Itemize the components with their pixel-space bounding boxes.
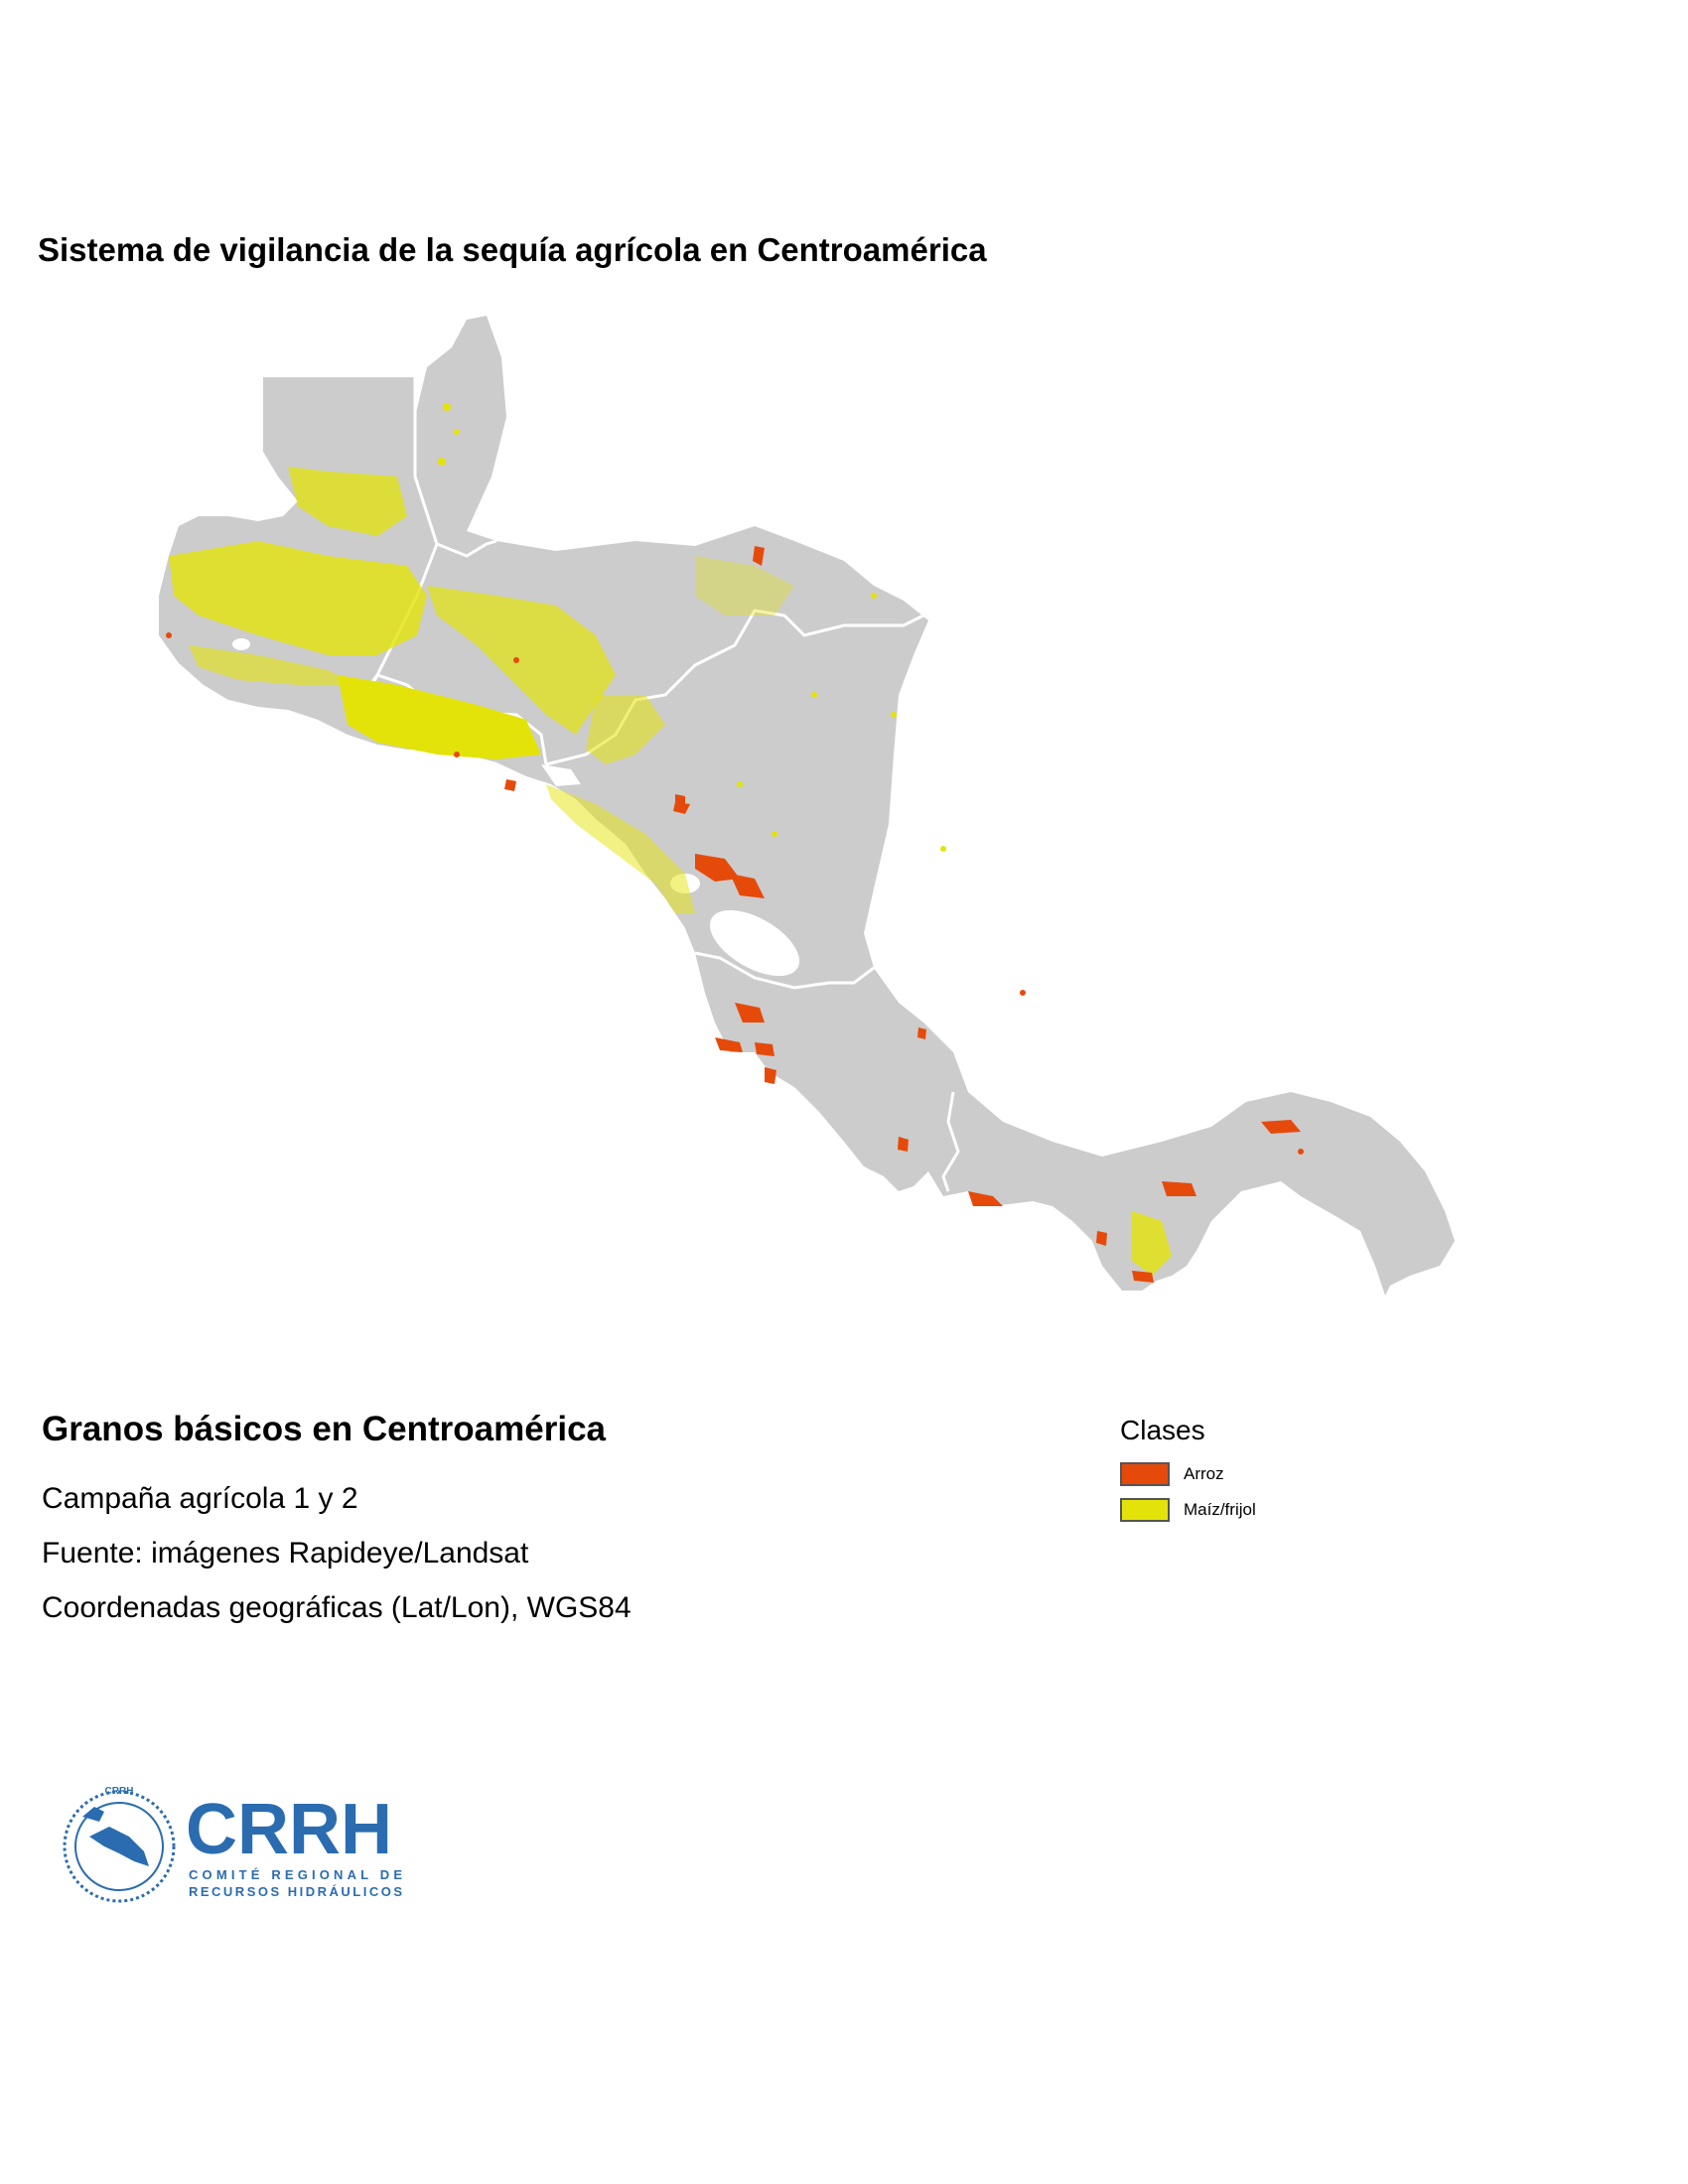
lake-peten: [232, 638, 250, 650]
arroz-patches: [166, 546, 1304, 1283]
campaign-text: Campaña agrícola 1 y 2: [42, 1482, 358, 1515]
logo-line2: RECURSOS HIDRÁULICOS: [189, 1884, 402, 1899]
gulf-fonseca: [541, 764, 581, 786]
legend-label-arroz: Arroz: [1184, 1464, 1224, 1483]
crrh-emblem: CRRH: [63, 1786, 176, 1903]
svg-text:CRRH: CRRH: [105, 1786, 134, 1797]
legend: Clases Arroz Maíz/frijol: [1120, 1415, 1256, 1530]
map-subtitle: Granos básicos en Centroamérica: [42, 1410, 606, 1448]
legend-swatch-maiz-frijol: [1120, 1498, 1170, 1522]
legend-item-arroz: Arroz: [1120, 1458, 1256, 1490]
lake-nicaragua: [709, 909, 800, 977]
map-title: Sistema de vigilancia de la sequía agríc…: [38, 231, 987, 268]
source-text: Fuente: imágenes Rapideye/Landsat: [42, 1537, 529, 1570]
legend-item-maiz-frijol: Maíz/frijol: [1120, 1494, 1256, 1526]
legend-label-maiz-frijol: Maíz/frijol: [1184, 1500, 1256, 1519]
land-mass: [159, 316, 1455, 1296]
coordinates-text: Coordenadas geográficas (Lat/Lon), WGS84: [42, 1591, 632, 1624]
logo-line1: COMITÉ REGIONAL DE: [189, 1867, 402, 1882]
crrh-logo: CRRH CRRH COMITÉ REGIONAL DE RECURSOS HI…: [63, 1786, 402, 1903]
maiz-frijol-patches: [169, 403, 1172, 1276]
central-america-map: [159, 316, 1455, 1296]
logo-acronym: CRRH: [186, 1790, 392, 1869]
legend-title: Clases: [1120, 1415, 1205, 1445]
legend-swatch-arroz: [1120, 1462, 1170, 1486]
